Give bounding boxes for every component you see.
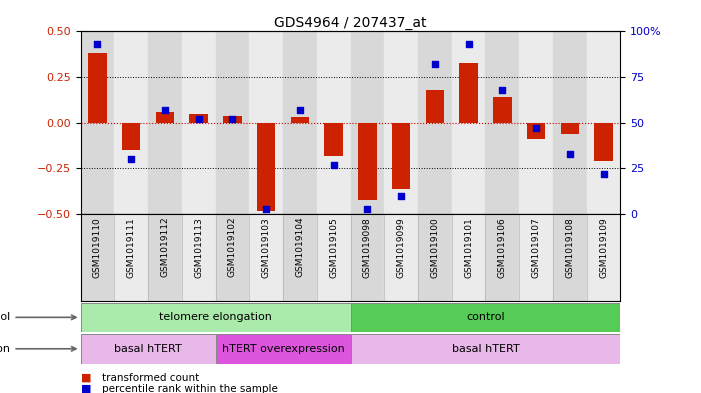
Bar [553,31,587,214]
Bar [358,123,376,200]
Bar [122,123,140,150]
Point [395,193,407,199]
Text: GSM1019110: GSM1019110 [93,217,102,277]
Text: ■: ■ [81,373,91,383]
Point [159,107,170,113]
Bar [350,334,620,364]
Text: GSM1019106: GSM1019106 [498,217,507,277]
Text: GSM1019098: GSM1019098 [363,217,372,277]
Bar [418,214,451,301]
Text: GSM1019104: GSM1019104 [295,217,304,277]
Bar [182,31,216,214]
Bar [485,31,519,214]
Bar [587,214,620,301]
Bar [283,214,317,301]
Bar [426,90,444,123]
Text: transformed count: transformed count [102,373,199,383]
Text: GSM1019102: GSM1019102 [228,217,237,277]
Point [497,87,508,93]
Point [463,41,474,48]
Bar [148,31,182,214]
Bar [493,97,512,123]
Text: GSM1019099: GSM1019099 [397,217,406,277]
Bar [216,214,250,301]
Text: genotype/variation: genotype/variation [0,344,76,354]
Text: basal hTERT: basal hTERT [114,344,182,354]
Bar [291,118,309,123]
Bar [384,214,418,301]
Text: GSM1019109: GSM1019109 [599,217,608,277]
Point [328,162,339,168]
Bar [526,123,545,139]
Bar [384,31,418,214]
Title: GDS4964 / 207437_at: GDS4964 / 207437_at [274,17,427,30]
Text: protocol: protocol [0,312,76,322]
Point [531,125,542,131]
Text: GSM1019101: GSM1019101 [464,217,473,277]
Text: control: control [466,312,505,322]
Bar [223,116,242,123]
Bar [519,214,553,301]
Bar [114,31,148,214]
Bar [250,31,283,214]
Bar [519,31,553,214]
Bar [553,214,587,301]
Bar [189,114,208,123]
Bar [216,31,250,214]
Bar [182,214,216,301]
Point [598,171,609,177]
Text: GSM1019103: GSM1019103 [261,217,271,277]
Bar [148,214,182,301]
Bar [81,303,350,332]
Point [193,116,204,122]
Bar [325,123,343,156]
Point [294,107,306,113]
Text: GSM1019113: GSM1019113 [194,217,203,277]
Bar [350,303,620,332]
Bar [485,214,519,301]
Bar [81,31,114,214]
Point [429,61,440,68]
Text: GSM1019111: GSM1019111 [127,217,136,277]
Bar [587,31,620,214]
Bar [317,214,350,301]
Bar [283,31,317,214]
Point [92,41,103,48]
Bar [350,31,384,214]
Point [261,206,272,212]
Bar [594,123,613,161]
Text: telomere elongation: telomere elongation [159,312,272,322]
Bar [459,62,478,123]
Bar [216,334,350,364]
Bar [250,214,283,301]
Text: GSM1019100: GSM1019100 [430,217,440,277]
Text: basal hTERT: basal hTERT [451,344,519,354]
Text: ■: ■ [81,384,91,393]
Bar [156,112,175,123]
Bar [114,214,148,301]
Bar [81,214,114,301]
Bar [392,123,410,189]
Point [362,206,373,212]
Text: percentile rank within the sample: percentile rank within the sample [102,384,278,393]
Bar [257,123,275,211]
Bar [451,214,485,301]
Text: GSM1019107: GSM1019107 [531,217,540,277]
Bar [317,31,350,214]
Point [227,116,238,122]
Bar [88,53,107,123]
Bar [81,334,216,364]
Text: GSM1019105: GSM1019105 [329,217,338,277]
Point [125,156,137,163]
Text: hTERT overexpression: hTERT overexpression [222,344,344,354]
Text: GSM1019108: GSM1019108 [565,217,574,277]
Point [564,151,576,157]
Bar [561,123,579,134]
Text: GSM1019112: GSM1019112 [161,217,170,277]
Bar [350,214,384,301]
Bar [451,31,485,214]
Bar [418,31,451,214]
